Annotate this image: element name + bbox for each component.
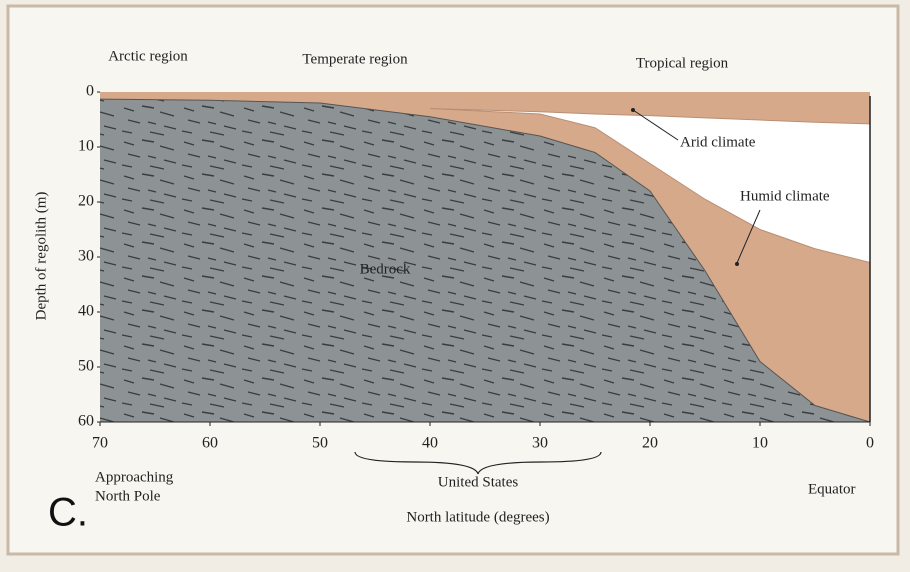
panel-label: C.	[48, 491, 88, 535]
annotation: North Pole	[95, 488, 161, 504]
y-tick-label: 20	[78, 193, 94, 210]
annotation: Arid climate	[680, 134, 756, 150]
region-label: Temperate region	[302, 51, 408, 67]
x-tick-label: 60	[202, 435, 218, 452]
annotation: Humid climate	[740, 188, 830, 204]
page: Arctic region Temperate region Tropical …	[0, 0, 910, 572]
region-label: Arctic region	[108, 48, 188, 64]
annotation: Bedrock	[360, 261, 411, 277]
x-tick-label: 30	[532, 435, 548, 452]
leader-dot	[735, 262, 739, 266]
annotation: Approaching	[95, 469, 174, 485]
y-tick-label: 30	[78, 248, 94, 265]
x-axis-title: North latitude (degrees)	[406, 509, 549, 525]
y-tick-label: 40	[78, 303, 94, 320]
x-tick-label: 20	[642, 435, 658, 452]
x-tick-label: 10	[752, 435, 768, 452]
x-tick-label: 70	[92, 435, 108, 452]
y-tick-label: 0	[86, 83, 94, 100]
x-tick-label: 40	[422, 435, 438, 452]
leader-dot	[631, 108, 635, 112]
x-tick-label: 0	[866, 435, 874, 452]
y-axis-title: Depth of regolith (m)	[33, 192, 49, 321]
region-label: Tropical region	[636, 55, 729, 71]
y-tick-label: 60	[78, 413, 94, 430]
annotation: Equator	[808, 481, 855, 497]
y-tick-label: 10	[78, 138, 94, 155]
annotation: United States	[438, 474, 519, 490]
y-tick-label: 50	[78, 358, 94, 375]
chart: Arctic region Temperate region Tropical …	[0, 0, 910, 572]
x-tick-label: 50	[312, 435, 328, 452]
